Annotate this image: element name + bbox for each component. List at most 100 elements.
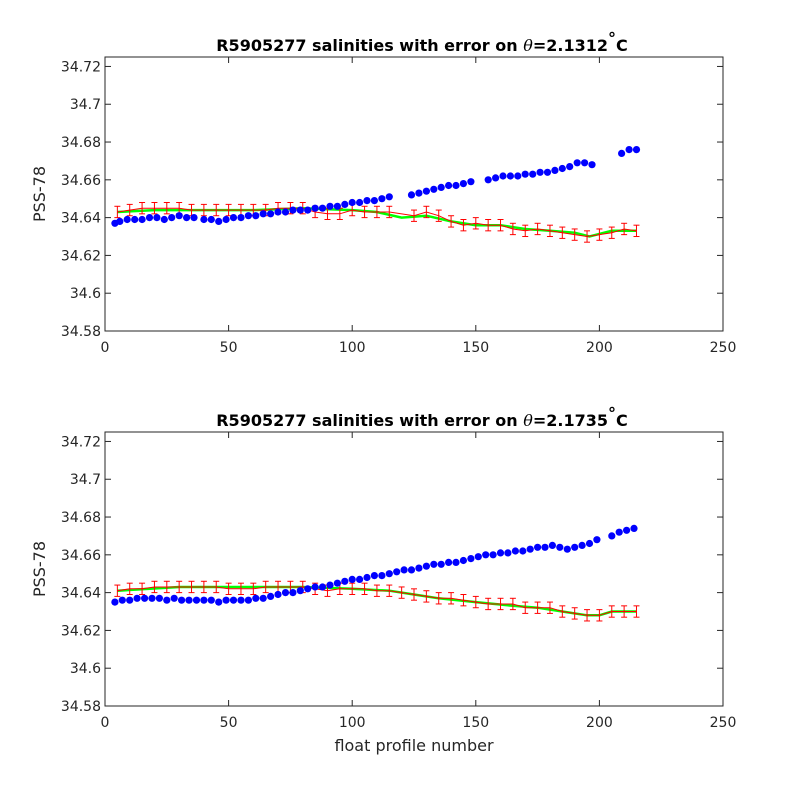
y-tick-label: 34.62 xyxy=(61,623,101,639)
measured-salinity-point xyxy=(474,553,482,561)
title-degree: ° xyxy=(608,404,616,423)
measured-salinity-point xyxy=(484,176,492,184)
measured-salinity-point xyxy=(175,212,183,220)
measured-salinity-point xyxy=(333,579,341,587)
calibrated-salinity-line xyxy=(117,207,637,238)
measured-salinity-point xyxy=(274,208,282,216)
measured-salinity-point xyxy=(511,547,519,555)
measured-salinity-point xyxy=(430,185,438,193)
measured-salinity-point xyxy=(363,573,371,582)
measured-salinity-point xyxy=(519,547,527,555)
measured-salinity-point xyxy=(623,526,631,534)
error-bar xyxy=(114,205,121,219)
measured-salinity-point xyxy=(153,214,161,222)
measured-salinity-point xyxy=(170,594,178,602)
measured-salinity-point xyxy=(111,598,119,606)
x-tick-label: 250 xyxy=(710,340,737,356)
measured-salinity-point xyxy=(267,210,275,218)
measured-salinity-point xyxy=(281,589,290,597)
measured-salinity-point xyxy=(489,551,497,559)
measured-salinity-point xyxy=(593,536,601,544)
measured-salinity-point xyxy=(482,551,490,559)
measured-salinity-point xyxy=(437,560,445,568)
measured-salinity-point xyxy=(163,596,171,604)
measured-salinity-point xyxy=(123,215,131,224)
measured-salinity-point xyxy=(566,163,574,171)
measured-salinity-point xyxy=(296,587,304,595)
measured-salinity-point xyxy=(585,539,594,548)
measured-salinity-point xyxy=(529,170,537,178)
measured-salinity-point xyxy=(467,555,475,563)
x-tick-label: 50 xyxy=(220,715,238,731)
measured-salinity-point xyxy=(558,164,566,173)
measured-salinity-point xyxy=(341,200,349,208)
measured-salinity-point xyxy=(452,558,460,567)
measured-salinity-point xyxy=(237,214,245,222)
measured-salinity-point xyxy=(548,541,557,550)
title-prefix: R5905277 salinities with error on xyxy=(216,411,523,430)
measured-salinity-point xyxy=(556,543,564,551)
measured-salinity-point xyxy=(252,212,260,220)
measured-salinity-point xyxy=(370,197,378,205)
measured-salinity-point xyxy=(207,596,215,604)
y-tick-label: 34.64 xyxy=(61,586,101,602)
measured-salinity-point xyxy=(534,543,542,551)
measured-salinity-point xyxy=(378,195,386,203)
y-tick-label: 34.66 xyxy=(61,548,101,564)
x-axis-label: float profile number xyxy=(334,736,494,755)
measured-salinity-point xyxy=(178,596,186,604)
measured-salinity-point xyxy=(281,208,290,216)
measured-salinity-point xyxy=(385,193,393,201)
measured-salinity-point xyxy=(138,215,146,224)
measured-salinity-point xyxy=(259,594,267,602)
measured-salinity-point xyxy=(459,180,467,188)
y-axis-label: PSS-78 xyxy=(30,541,49,597)
measured-salinity-point xyxy=(333,202,341,210)
measured-salinity-point xyxy=(215,598,223,606)
y-tick-label: 34.64 xyxy=(61,211,101,227)
measured-salinity-point xyxy=(200,596,208,604)
measured-salinity-point xyxy=(289,206,297,214)
x-tick-label: 50 xyxy=(220,340,238,356)
title-prefix: R5905277 salinities with error on xyxy=(216,36,523,55)
measured-salinity-point xyxy=(430,560,438,568)
measured-salinity-point xyxy=(155,594,163,602)
measured-salinity-point xyxy=(222,215,230,224)
measured-salinity-point xyxy=(578,541,586,550)
measured-salinity-point xyxy=(632,146,641,154)
measured-salinity-point xyxy=(581,159,589,167)
measured-salinity-point xyxy=(422,187,430,195)
measured-salinity-point xyxy=(400,566,408,574)
measured-salinity-point xyxy=(148,594,156,602)
measured-salinity-point xyxy=(190,214,198,222)
measured-salinity-point xyxy=(259,210,267,218)
title-unit: C xyxy=(616,36,628,55)
measured-salinity-point xyxy=(318,583,327,591)
measured-salinity-point xyxy=(311,204,319,212)
measured-salinity-point xyxy=(467,178,475,186)
y-tick-label: 34.68 xyxy=(61,135,101,151)
measured-salinity-point xyxy=(608,532,616,540)
measured-salinity-point xyxy=(437,183,445,191)
measured-salinity-point xyxy=(445,558,453,567)
measured-salinity-point xyxy=(356,198,364,207)
y-tick-label: 34.62 xyxy=(61,248,101,264)
measured-salinity-point xyxy=(536,168,544,176)
measured-salinity-point xyxy=(326,202,334,210)
measured-salinity-point xyxy=(407,191,416,199)
measured-salinity-point xyxy=(551,166,559,174)
measured-salinity-point xyxy=(229,596,238,604)
measured-salinity-point xyxy=(504,549,512,557)
measured-salinity-point xyxy=(506,172,514,180)
chart-title: R5905277 salinities with error on θ=2.13… xyxy=(216,29,628,55)
x-tick-label: 250 xyxy=(710,715,737,731)
measured-salinity-point xyxy=(625,146,633,154)
measured-salinity-point xyxy=(311,583,319,591)
measured-salinity-point xyxy=(296,206,304,214)
measured-salinity-point xyxy=(318,204,327,212)
measured-salinity-point xyxy=(422,562,430,570)
measured-salinity-point xyxy=(452,181,460,190)
bottom-chart-panel: 0 50 100 150 200 250 34.58 34.6 34.62 34.64 34.66 3… xyxy=(30,404,736,755)
measured-salinity-point xyxy=(415,564,423,572)
measured-salinity-point xyxy=(348,575,356,584)
